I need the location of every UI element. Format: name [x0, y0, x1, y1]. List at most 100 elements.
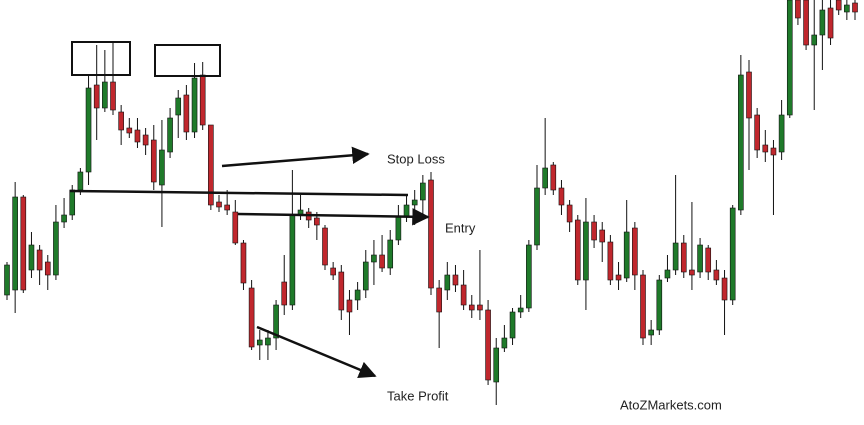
- candle-body: [786, 0, 793, 116]
- candle-body: [150, 139, 157, 183]
- candle-body: [844, 4, 850, 13]
- candle-body: [517, 307, 524, 313]
- candle-body: [835, 0, 842, 11]
- candle-body: [819, 9, 826, 36]
- top-box: [71, 41, 131, 76]
- candle-body: [20, 196, 27, 291]
- candle-body: [460, 284, 467, 306]
- candle-body: [680, 242, 687, 273]
- candle-body: [648, 329, 654, 336]
- candle-body: [721, 277, 728, 301]
- arrow: [256, 325, 377, 379]
- candle-body: [36, 249, 43, 271]
- candle-body: [485, 309, 491, 381]
- candle-body: [713, 269, 720, 281]
- candle-body: [697, 244, 703, 273]
- candle-body: [468, 304, 475, 311]
- top-box: [154, 44, 221, 77]
- candle-body: [379, 254, 385, 269]
- candle-body: [265, 337, 271, 346]
- candle-body: [803, 0, 809, 46]
- candle-body: [208, 124, 214, 206]
- annotation: Take Profit: [387, 388, 449, 403]
- candle-body: [273, 304, 279, 339]
- candle-body: [477, 304, 483, 311]
- annotation: Stop Loss: [387, 151, 445, 166]
- candle-body: [689, 269, 695, 276]
- arrow: [221, 146, 370, 168]
- candle-body: [754, 114, 760, 151]
- candle-body: [827, 7, 834, 39]
- candle-body: [558, 187, 565, 206]
- candle-body: [672, 242, 679, 271]
- candle-body: [542, 167, 548, 189]
- candle-body: [607, 241, 614, 281]
- candle-body: [142, 134, 149, 146]
- candle-body: [118, 111, 124, 131]
- candle-body: [566, 204, 573, 223]
- candle-body: [44, 261, 51, 276]
- candle-body: [175, 97, 182, 116]
- candle-body: [102, 81, 108, 109]
- candle-body: [640, 274, 646, 339]
- candle-body: [387, 239, 394, 269]
- candle-body: [493, 347, 500, 383]
- candle-body: [623, 231, 630, 279]
- candle-body: [852, 2, 858, 13]
- candle-body: [346, 299, 353, 313]
- candle-body: [183, 94, 190, 133]
- candle-body: [444, 274, 451, 291]
- candle-body: [615, 274, 622, 281]
- candle-body: [420, 182, 426, 201]
- candles: [4, 0, 858, 405]
- candle-body: [216, 201, 222, 208]
- candle-body: [256, 339, 263, 346]
- candle-body: [550, 164, 557, 191]
- candle-body: [770, 147, 777, 156]
- candle-body: [395, 216, 402, 241]
- candle-body: [69, 189, 76, 216]
- candle-body: [61, 214, 67, 223]
- candle-body: [93, 84, 100, 109]
- candle-body: [322, 227, 328, 266]
- candle-body: [134, 129, 141, 143]
- candle-body: [232, 211, 239, 244]
- candle-body: [77, 171, 84, 191]
- candle-body: [664, 269, 671, 279]
- arrow: [237, 208, 430, 226]
- candle-body: [281, 281, 288, 306]
- annotation: Entry: [445, 220, 476, 235]
- candle-body: [248, 287, 255, 348]
- candle-body: [354, 289, 361, 301]
- candle-body: [452, 274, 459, 286]
- candle-body: [4, 264, 10, 296]
- candle-body: [28, 244, 35, 271]
- candle-body: [591, 221, 597, 241]
- candle-body: [110, 81, 116, 111]
- candle-body: [167, 117, 173, 153]
- candle-body: [338, 271, 345, 311]
- candle-body: [436, 287, 442, 313]
- candle-body: [224, 204, 230, 211]
- candle-body: [795, 0, 801, 19]
- candle-body: [656, 279, 663, 331]
- candle-body: [729, 207, 736, 301]
- candle-body: [53, 221, 59, 276]
- candle-body: [501, 337, 508, 349]
- candle-body: [314, 217, 320, 226]
- candle-body: [534, 187, 540, 246]
- candle-body: [403, 204, 410, 218]
- candle-body: [599, 229, 606, 243]
- watermark: AtoZMarkets.com: [620, 397, 722, 412]
- candle-body: [583, 221, 589, 281]
- candle-body: [574, 219, 581, 281]
- candle-body: [12, 196, 18, 291]
- candle-body: [289, 214, 296, 306]
- candle-body: [330, 267, 336, 276]
- neckline: [69, 189, 409, 197]
- candle-body: [509, 311, 516, 339]
- candle-body: [126, 127, 133, 134]
- candle-body: [411, 199, 418, 206]
